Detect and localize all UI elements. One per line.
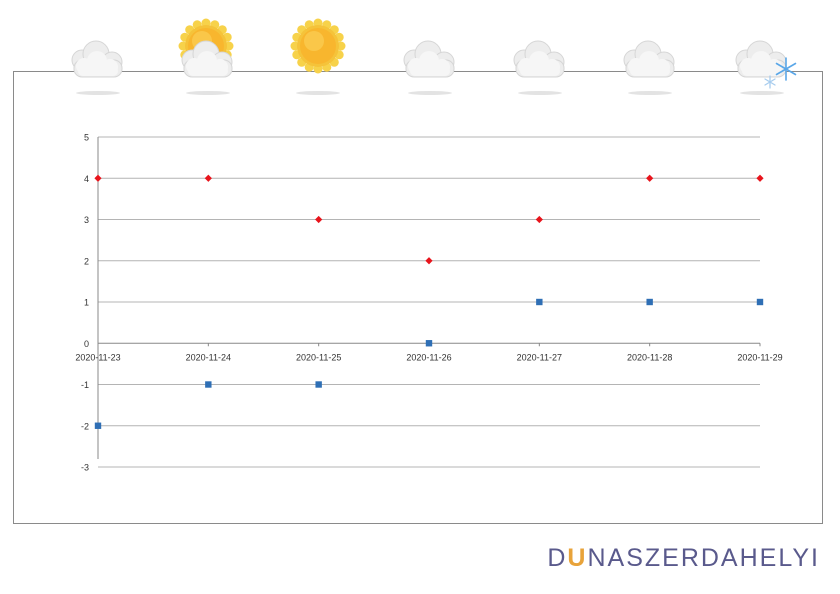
cloud-icon	[614, 16, 686, 96]
y-tick-label: 0	[84, 339, 89, 349]
cloud-snow-icon	[726, 16, 798, 96]
data-points	[94, 174, 764, 429]
brand-logo: DUNASZERDAHELYI	[547, 544, 820, 573]
y-tick-label: -1	[81, 380, 89, 390]
data-point-series-2	[536, 298, 543, 306]
data-point-series-2	[205, 381, 212, 388]
data-point-series-2	[425, 340, 433, 347]
sun-icon	[282, 16, 354, 96]
data-point-series-2	[94, 422, 102, 429]
x-tick-label: 2020-11-23	[75, 352, 120, 362]
y-tick-label: 3	[84, 215, 89, 225]
weather-icons-row	[0, 0, 840, 110]
brand-logo-part: U	[567, 544, 588, 572]
tick-labels: -3 -2 -1 0 1 2 3 4 5 2020-11-23 2020-11-24 2020-11-…	[75, 133, 782, 473]
axes	[97, 137, 761, 459]
cloud-icon	[62, 16, 134, 96]
data-point-series-1	[204, 174, 212, 182]
y-tick-label: -2	[81, 421, 89, 431]
y-tick-label: 2	[84, 256, 89, 266]
x-tick-label: 2020-11-25	[296, 352, 341, 362]
data-point-series-1	[94, 174, 102, 182]
y-tick-label: 1	[84, 298, 89, 308]
y-tick-label: 5	[84, 133, 89, 143]
sun-cloud-icon	[172, 16, 244, 96]
data-point-series-2	[756, 298, 764, 306]
cloud-icon	[504, 16, 576, 96]
cloud-icon	[394, 16, 466, 96]
data-point-series-1	[646, 174, 654, 182]
x-tick-label: 2020-11-26	[406, 352, 451, 362]
x-tick-label: 2020-11-27	[517, 352, 562, 362]
data-point-series-1	[425, 257, 433, 265]
data-point-series-2	[646, 298, 653, 306]
data-point-series-2	[315, 381, 322, 388]
x-tick-label: 2020-11-29	[737, 352, 782, 362]
chart-frame	[13, 71, 823, 524]
y-tick-label: -3	[81, 463, 89, 473]
data-point-series-1	[315, 215, 323, 224]
x-tick-label: 2020-11-24	[186, 352, 231, 362]
brand-logo-part: NASZERDAHELYI	[587, 544, 820, 572]
x-tick-label: 2020-11-28	[627, 352, 672, 362]
brand-logo-part: D	[547, 544, 568, 572]
data-point-series-1	[535, 215, 543, 224]
grid-lines	[98, 136, 760, 468]
data-point-series-1	[756, 174, 764, 182]
y-tick-label: 4	[84, 174, 89, 184]
